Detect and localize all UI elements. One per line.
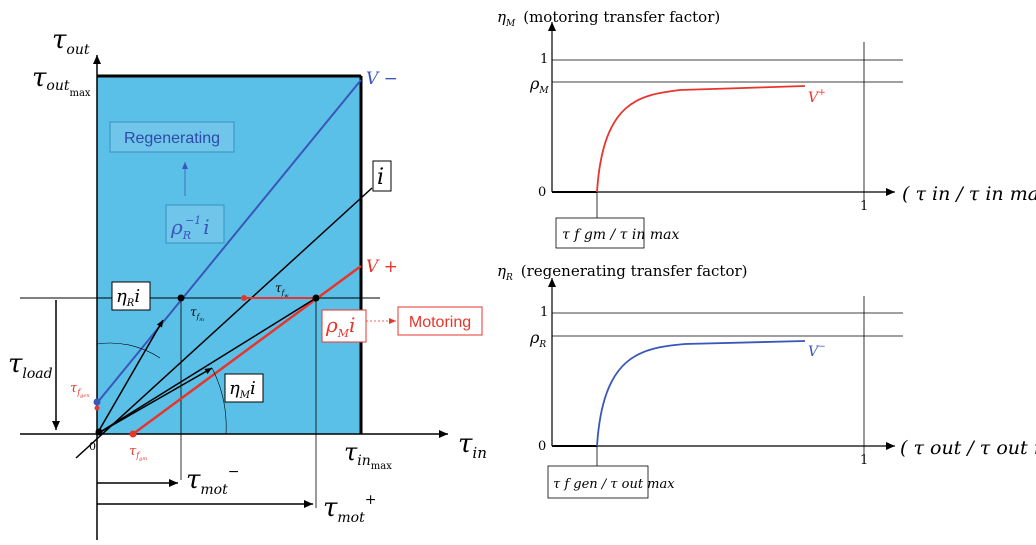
i-label: i bbox=[377, 165, 384, 190]
tau-fgen-dot bbox=[94, 405, 100, 411]
top-threshold-label: τ f gm / τ in max bbox=[562, 227, 679, 243]
tau-mot-plus-label: τmot+ bbox=[323, 492, 376, 526]
top-y-rho: ρM bbox=[529, 74, 549, 96]
eta-r-label: ηRi bbox=[116, 286, 140, 309]
top-threshold-box bbox=[555, 217, 645, 249]
bottom-x-label: ( τ out / τ out max ) bbox=[900, 437, 1036, 459]
bottom-curve bbox=[596, 340, 806, 447]
bottom-title: ηR (regenerating transfer factor) bbox=[497, 262, 748, 283]
rho-r-inv-label: ρR−1 i bbox=[170, 214, 210, 242]
top-curve-label: V+ bbox=[808, 88, 826, 106]
angle-arc-m bbox=[211, 367, 227, 435]
bottom-y-one: 1 bbox=[540, 305, 548, 320]
rho-m-box bbox=[321, 309, 367, 343]
eta-r-arrow bbox=[96, 319, 164, 435]
top-x-one: 1 bbox=[860, 199, 868, 214]
vplus-intercept-dot bbox=[129, 430, 137, 438]
bottom-curve-label: V− bbox=[808, 342, 826, 360]
top-y-one: 1 bbox=[540, 52, 548, 67]
eta-r-box bbox=[111, 281, 151, 311]
tau-fgen-label: τfgen bbox=[70, 381, 90, 399]
vminus-intercept-dot bbox=[93, 398, 101, 406]
origin-label: 0 bbox=[89, 440, 96, 453]
rho-m-label: ρMi bbox=[325, 313, 355, 340]
motoring-label: Motoring bbox=[409, 314, 471, 331]
v-minus-line bbox=[96, 79, 362, 404]
origin-dot bbox=[95, 428, 103, 436]
top-y-zero: 0 bbox=[538, 185, 546, 200]
regen-point-dot bbox=[177, 294, 185, 302]
regenerating-transfer-chart: ηR (regenerating transfer factor) 1 ρR 0 … bbox=[497, 262, 1036, 499]
y-axis-label: τout bbox=[52, 25, 90, 58]
bottom-threshold-box bbox=[547, 465, 649, 499]
regenerating-box bbox=[109, 121, 235, 153]
eta-m-box bbox=[224, 373, 264, 403]
i-box bbox=[372, 160, 392, 192]
bottom-y-rho: ρR bbox=[529, 328, 546, 350]
bottom-threshold-label: τ f gen / τ out max bbox=[553, 477, 675, 492]
tau-fm-label: τfm bbox=[190, 305, 204, 323]
v-plus-label: V + bbox=[366, 257, 398, 277]
tau-mot-minus-label: τmot− bbox=[186, 464, 239, 498]
top-curve bbox=[596, 85, 806, 193]
tau-load-label: τload bbox=[8, 349, 53, 382]
y-max-label: τoutmax bbox=[32, 63, 91, 99]
operating-region-diagram: τout τoutmax τin τinmax 0 V − V + i Rege… bbox=[8, 25, 487, 540]
motor-point-dot bbox=[312, 294, 320, 302]
rho-r-inv-box bbox=[165, 204, 225, 244]
x-axis-label: τin bbox=[458, 429, 487, 462]
eta-m-line bbox=[96, 297, 317, 435]
tau-fw-dot bbox=[241, 295, 247, 301]
bottom-x-one: 1 bbox=[860, 453, 868, 468]
eta-m-label: ηMi bbox=[229, 378, 256, 401]
eta-m-arrow bbox=[96, 367, 213, 435]
angle-arc-r bbox=[96, 342, 161, 359]
i-line bbox=[75, 187, 373, 459]
tau-fw-label: τfw bbox=[275, 281, 289, 299]
v-plus-line bbox=[132, 264, 362, 436]
top-title: ηM (motoring transfer factor) bbox=[497, 8, 720, 29]
tau-fgm-label: τfgm bbox=[129, 444, 147, 462]
regenerating-label: Regenerating bbox=[124, 130, 220, 147]
top-x-label: ( τ in / τ in max ) bbox=[902, 183, 1036, 205]
x-max-label: τinmax bbox=[344, 438, 392, 472]
v-minus-label: V − bbox=[366, 69, 398, 89]
motoring-transfer-chart: ηM (motoring transfer factor) 1 ρM 0 1 V+… bbox=[497, 8, 1036, 249]
motoring-box bbox=[397, 306, 483, 336]
bottom-y-zero: 0 bbox=[538, 439, 546, 454]
